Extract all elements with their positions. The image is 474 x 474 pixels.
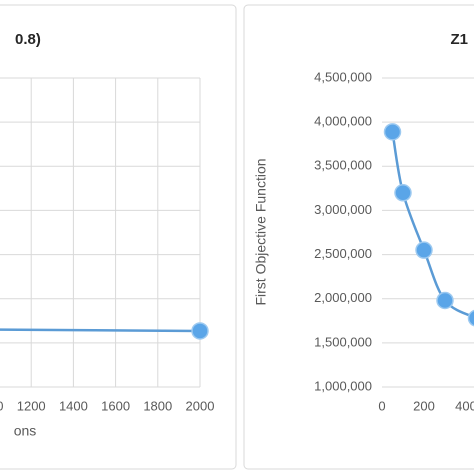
- x-tick-label: 200: [413, 398, 435, 413]
- y-tick-label: 4,000,000: [314, 114, 372, 129]
- x-tick-label: 0: [378, 398, 385, 413]
- y-axis-title: First Objective Function: [253, 158, 269, 305]
- panel: [0, 4, 237, 470]
- series-line: [0, 328, 201, 333]
- x-tick-label: 1200: [17, 398, 46, 413]
- y-tick-label: 1,500,000: [314, 334, 372, 349]
- chart-title: 0.8): [15, 31, 41, 48]
- x-tick-label: 2000: [186, 398, 215, 413]
- chart-title: Z1: [450, 31, 468, 48]
- y-tick-label: 2,500,000: [314, 246, 372, 261]
- y-tick-label: 4,500,000: [314, 69, 372, 84]
- chart: Z1 1,000,000 1,500,000 2,000,000 2,500,000 3,…: [253, 31, 474, 413]
- data-point: [436, 291, 454, 310]
- y-tick-label: 1,000,000: [314, 378, 372, 393]
- y-tick-label: 3,500,000: [314, 158, 372, 173]
- y-tick-label: 3,000,000: [314, 202, 372, 217]
- panel: [243, 4, 474, 470]
- data-point: [191, 322, 209, 340]
- y-tick-label: 2,000,000: [314, 290, 372, 305]
- data-point: [383, 123, 402, 141]
- data-point: [467, 309, 474, 327]
- x-tick-label: 400: [455, 398, 474, 413]
- chart: 0.8) 1000 1200 1400 1600 1800 2000 ons: [0, 31, 214, 439]
- x-tick-label: 1800: [143, 398, 172, 413]
- x-tick-label: 1400: [59, 398, 88, 413]
- data-point: [415, 241, 433, 259]
- x-tick-label: 1000: [0, 398, 3, 413]
- data-point: [394, 184, 412, 202]
- x-tick-label: 1600: [101, 398, 130, 413]
- x-axis-title: ons: [14, 423, 37, 439]
